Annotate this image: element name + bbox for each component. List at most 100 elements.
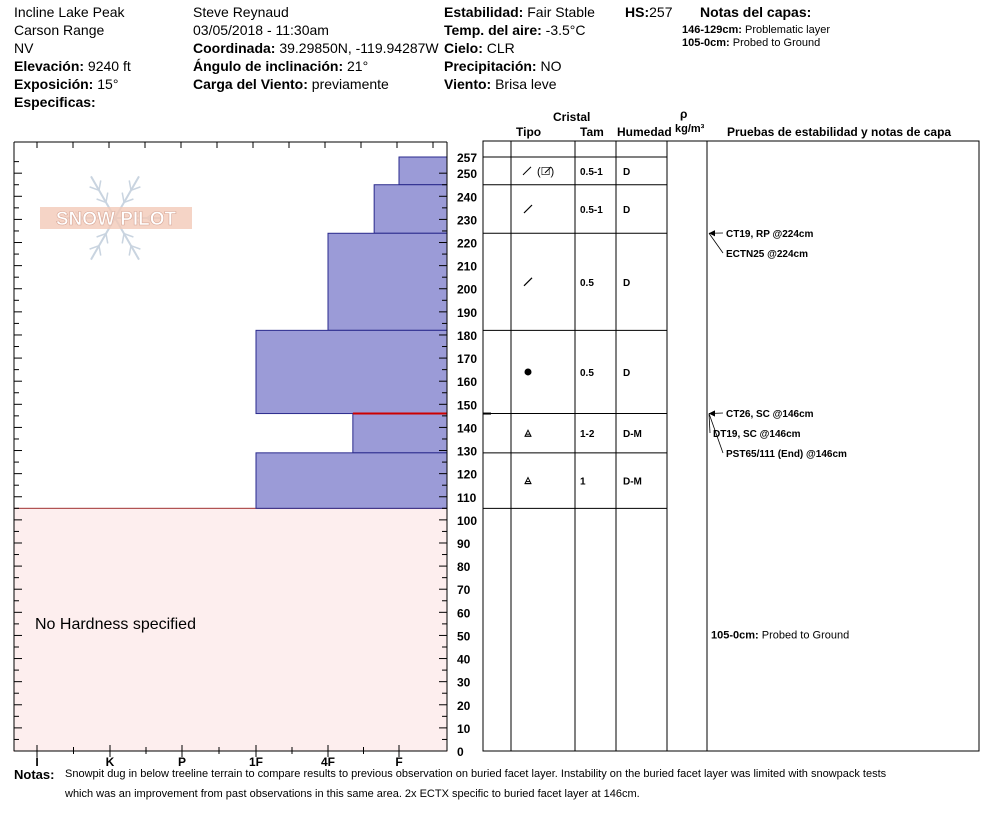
logo-band [40,207,192,229]
y-tick-label: 110 [457,491,477,505]
moisture: D-M [623,429,642,440]
layer-note: 105-0cm: Probed to Ground [682,37,821,49]
density-rho-header: ρ [680,107,688,121]
snowflake-branch [98,245,102,256]
test-arrowhead [709,410,715,417]
y-tick-label: 170 [457,352,477,366]
test-arrow [708,233,724,254]
y-tick-label: 250 [457,167,477,181]
stability-test-label: CT19, RP @224cm [726,229,813,240]
moisture: D [623,167,630,178]
hardness-bar [373,184,448,234]
wind: Viento: Brisa leve [444,76,557,92]
y-tick-label: 230 [457,213,477,227]
snowflake-branch [130,245,141,250]
snowflake-branch [123,198,134,204]
tests-header: Pruebas de estabilidad y notas de capa [727,125,952,139]
type-header: Tipo [516,125,542,139]
snowflake-branch [128,245,132,256]
decomposing-fragmented-symbol [523,277,533,287]
x-tick-label: K [106,755,115,769]
y-tick-label: 240 [457,190,477,204]
y-tick-label: 120 [457,468,477,482]
y-tick-label: 70 [457,583,471,597]
coordinates: Coordinada: 39.29850N, -119.94287W [193,40,439,56]
y-tick-label: 150 [457,398,477,412]
snowflake-branch [98,180,102,191]
specifics-label: Especificas: [14,94,96,110]
notes-line: Snowpit dug in below treeline terrain to… [65,768,887,780]
precipitation: Precipitación: NO [444,58,562,74]
rounded-symbol [524,368,532,376]
notes-label: Notas: [14,767,55,782]
grain-size: 1-2 [580,429,595,440]
hardness-bar [255,329,448,415]
snowflake-branch [89,186,100,191]
incline: Ángulo de inclinación: 21° [193,58,369,74]
depth-hoar-symbol [524,429,532,437]
y-tick-label: 220 [457,237,477,251]
stability-test-label: PST65/111 (End) @146cm [726,449,847,460]
snowflake-branch [105,192,109,203]
snowflake-branch [96,232,107,238]
size-header: Tam [580,125,604,139]
observer: Steve Reynaud [193,4,289,20]
hardness-bar [255,452,448,509]
y-tick-label: 50 [457,629,471,643]
y-tick-label: 100 [457,514,477,528]
x-tick-label: F [395,755,402,769]
snowflake-branch [121,192,125,203]
y-tick-label: 10 [457,722,471,736]
grain-size: 0.5-1 [580,167,603,178]
precipitation-particles-partly-decomposed-symbol: (☐) [522,166,554,178]
grain-size: 0.5 [580,278,594,289]
no-hardness-label: No Hardness specified [35,616,196,633]
snowflake-branch [89,245,100,250]
grain-size: 0.5-1 [580,205,603,216]
y-tick-label: 80 [457,560,471,574]
y-tick-label: 40 [457,653,471,667]
layer-notes-title: Notas del capas: [700,4,812,20]
x-tick-label: I [35,755,38,769]
x-tick-label: 4F [321,755,335,769]
air-temperature: Temp. del aire: -3.5°C [444,22,586,38]
snowflake-branch [130,186,141,191]
density-unit-header: kg/m³ [675,123,705,135]
test-arrow [708,413,724,454]
crystal-header: Cristal [553,110,591,124]
mountain-range: Carson Range [14,22,105,38]
logo-text: SNOW PILOT [56,209,177,230]
x-tick-label: 1F [249,755,263,769]
y-tick-label: 160 [457,375,477,389]
moisture: D [623,278,630,289]
decomposing-fragmented-symbol [523,204,533,214]
layer-note: 146-129cm: Problematic layer [682,24,830,36]
stability-test-label: DT19, SC @146cm [713,429,801,440]
elevation: Elevación: 9240 ft [14,58,131,74]
datetime: 03/05/2018 - 11:30am [193,22,329,38]
y-tick-label: 210 [457,260,477,274]
layer-note-chart: 105-0cm: Probed to Ground [711,629,849,641]
state: NV [14,40,34,56]
y-tick-label: 257 [457,151,477,165]
moisture-header: Humedad [617,125,672,139]
notes-line: which was an improvement from past obser… [65,788,640,800]
grain-size: 1 [580,477,586,488]
y-tick-label: 60 [457,606,471,620]
grain-size: 0.5 [580,368,594,379]
y-tick-label: 140 [457,421,477,435]
y-tick-label: 30 [457,676,471,690]
y-tick-label: 20 [457,699,471,713]
sky: Cielo: CLR [444,40,515,56]
snowflake-branch [96,198,107,204]
x-tick-label: P [178,755,186,769]
no-hardness-region [13,507,448,752]
stability-test-label: CT26, SC @146cm [726,409,814,420]
snow-height: HS:257 [625,4,673,20]
y-tick-label: 90 [457,537,471,551]
location: Incline Lake Peak [14,4,125,20]
moisture: D [623,205,630,216]
stability: Estabilidad: Fair Stable [444,4,595,20]
hardness-bar [327,232,448,331]
snowpilot-logo: SNOW PILOT [40,175,192,261]
